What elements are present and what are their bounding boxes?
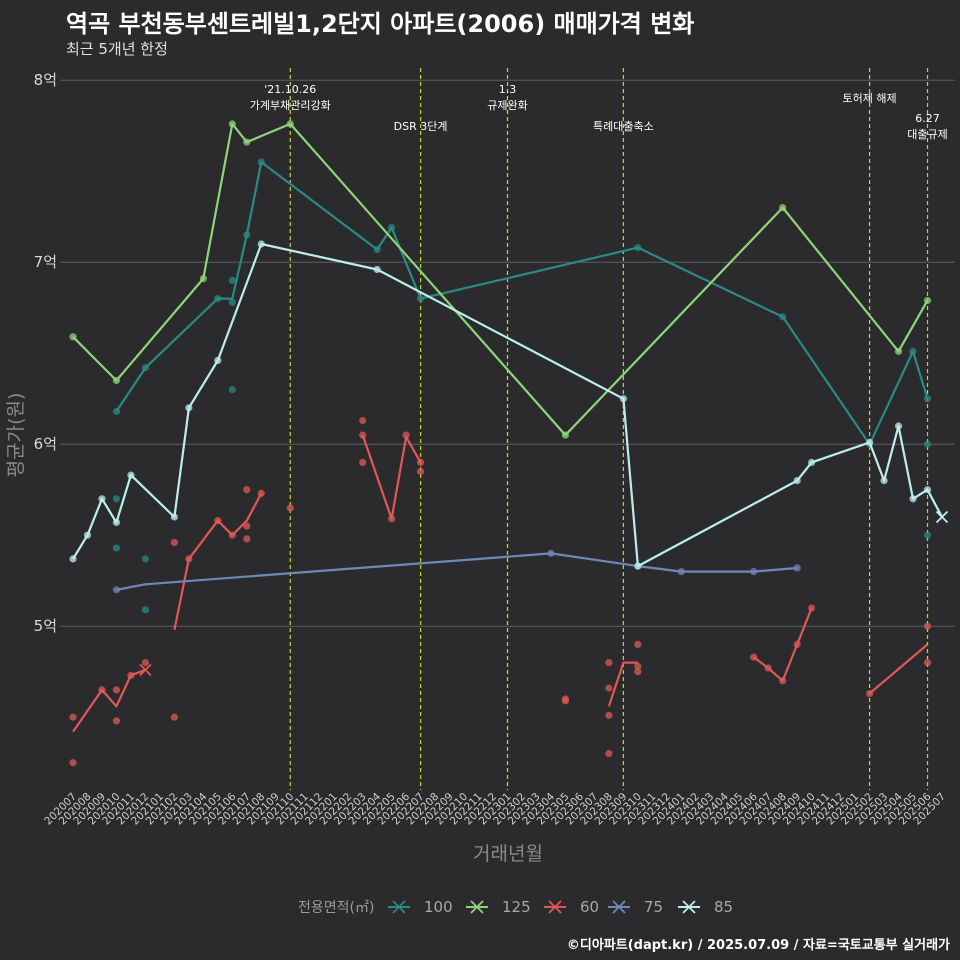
event-label: 토허제 해제 xyxy=(843,91,897,105)
data-point xyxy=(561,697,570,705)
series-line xyxy=(72,122,929,437)
data-point xyxy=(605,659,613,667)
legend-marker xyxy=(612,900,626,914)
source-credit: ©디아파트(dapt.kr) / 2025.07.09 / 자료=국토교통부 실… xyxy=(566,938,950,953)
data-point xyxy=(170,538,178,547)
series-100 xyxy=(112,158,932,614)
legend-label: 85 xyxy=(714,898,733,916)
series-line xyxy=(72,668,146,733)
data-point xyxy=(243,486,251,494)
data-point xyxy=(923,440,932,448)
series-layer xyxy=(69,120,949,767)
event-label: 특례대출축소 xyxy=(593,120,654,133)
data-point xyxy=(243,535,251,543)
legend-label: 60 xyxy=(580,898,599,916)
legend-title: 전용면적(㎡) xyxy=(298,900,374,916)
data-point xyxy=(141,555,150,563)
y-tick-label: 6억 xyxy=(34,435,57,453)
series-125 xyxy=(69,120,932,439)
event-label: 6.27 xyxy=(915,112,940,125)
chart-title: 역곡 부천동부센트레빌1,2단지 아파트(2006) 매매가격 변화 xyxy=(66,10,695,38)
legend: 전용면적(㎡) 100 125 60 75 85 xyxy=(298,898,733,916)
y-axis-ticks: 5억 6억 7억 8억 xyxy=(34,71,57,635)
series-line xyxy=(116,552,798,591)
data-point xyxy=(417,467,425,476)
data-point xyxy=(69,713,77,721)
latest-marker xyxy=(935,510,949,524)
event-label: 가계부채관리강화 xyxy=(250,99,331,112)
data-point xyxy=(228,298,236,306)
data-point xyxy=(112,717,121,725)
data-point xyxy=(402,431,410,439)
legend-marker xyxy=(548,900,562,914)
event-label: 규제완화 xyxy=(487,99,527,112)
data-point xyxy=(243,522,251,530)
series-75 xyxy=(112,549,801,594)
event-label: 대출규제 xyxy=(907,128,947,141)
event-label: DSR 3단계 xyxy=(394,120,448,133)
series-line xyxy=(868,643,929,695)
data-point xyxy=(112,686,121,694)
series-line xyxy=(115,161,929,446)
y-axis-title: 평균가(원) xyxy=(5,393,27,478)
data-point xyxy=(170,713,178,721)
data-point xyxy=(228,386,236,394)
legend-marker xyxy=(392,900,406,914)
legend-marker xyxy=(682,900,696,914)
data-point xyxy=(923,395,932,403)
data-point xyxy=(359,458,367,466)
data-point xyxy=(923,659,932,667)
event-label: '21.10.26 xyxy=(264,83,316,96)
event-label: 1.3 xyxy=(499,83,517,96)
chart-subtitle: 최근 5개년 한정 xyxy=(66,40,168,58)
data-point xyxy=(634,668,642,676)
series-line xyxy=(72,242,943,568)
data-point xyxy=(605,750,613,758)
y-tick-label: 8억 xyxy=(34,71,57,89)
data-point xyxy=(112,544,121,552)
data-point xyxy=(634,640,642,649)
series-line xyxy=(607,661,638,707)
data-point xyxy=(228,276,236,284)
data-point xyxy=(359,416,367,425)
y-tick-label: 7억 xyxy=(34,253,57,271)
data-point xyxy=(923,531,932,539)
data-point xyxy=(605,711,613,719)
latest-marker xyxy=(139,663,152,677)
data-point xyxy=(141,659,150,667)
data-point xyxy=(69,759,77,767)
series-line xyxy=(173,492,263,631)
y-tick-label: 5억 xyxy=(34,617,57,635)
data-point xyxy=(923,622,932,630)
series-line xyxy=(361,434,422,520)
data-point xyxy=(286,504,294,512)
data-point xyxy=(634,662,642,670)
legend-label: 100 xyxy=(424,898,453,916)
legend-label: 75 xyxy=(644,898,663,916)
data-point xyxy=(112,495,121,503)
series-60 xyxy=(69,416,932,767)
x-axis-title: 거래년월 xyxy=(473,843,543,865)
legend-label: 125 xyxy=(502,898,531,916)
legend-marker xyxy=(470,900,484,914)
x-axis-ticks: 2020072020082020092020102020112020122021… xyxy=(42,790,948,827)
grid-lines xyxy=(60,79,955,627)
series-85 xyxy=(69,240,949,570)
data-point xyxy=(605,684,613,692)
data-point xyxy=(141,606,150,614)
series-line xyxy=(753,607,813,682)
